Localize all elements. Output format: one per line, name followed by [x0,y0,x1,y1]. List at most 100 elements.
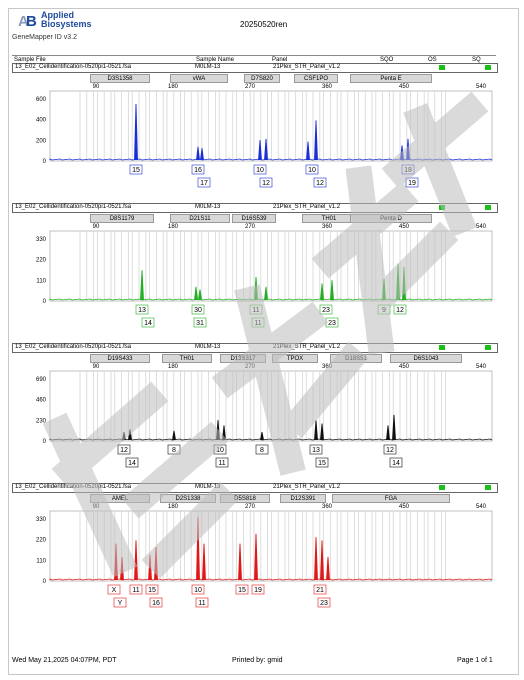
locus-marker[interactable]: D18S51 [330,354,382,363]
allele-label-box [129,584,143,595]
x-tick-label: 540 [476,84,487,90]
allele-label-box [145,584,159,595]
quality-ok-indicator [485,205,491,210]
allele-label-box [235,584,249,595]
panel-sample: M0LM-13 [195,344,221,350]
panel-panel: 21Plex_STR_Panel_v1.2 [273,64,341,70]
col-os: OS [428,57,437,63]
electropherogram-plot: 90 180 270 360 450 540 330 220 110 0 X 11 15 10 15 19 21… [36,504,493,608]
allele-peak [194,286,198,301]
panel-header: 13_E02_Cellidentification-0520pi1-0521.f… [12,483,498,493]
allele-label: 31 [196,320,204,327]
allele-label: X [112,587,117,594]
x-tick-label: 90 [93,504,100,510]
x-tick-label: 270 [245,84,256,90]
electropherogram-plot: 90 180 270 360 450 540 600 400 200 0 15 16 10 10 18 17 1… [36,84,493,188]
locus-marker[interactable]: D6S1043 [390,354,462,363]
baseline-trace [49,298,493,301]
allele-label: 11 [252,307,259,314]
x-tick-label: 360 [322,364,333,370]
y-tick-label: 230 [36,418,47,424]
locus-marker[interactable]: D19S433 [90,354,150,363]
locus-marker[interactable]: D21S11 [170,214,230,223]
locus-marker[interactable]: TPOX [272,354,318,363]
x-tick-label: 270 [245,504,256,510]
x-tick-label: 270 [245,364,256,370]
allele-label: 19 [408,180,416,187]
y-tick-label: 0 [43,439,47,445]
electropherogram-panel: 13_E02_Cellidentification-0520pi1-0521.f… [12,343,498,479]
allele-label-box [197,177,211,188]
y-tick-label: 0 [43,579,47,585]
allele-label-box [129,164,143,175]
applied-biosystems-logo: A B Applied Biosystems [18,10,92,31]
allele-label: 16 [152,600,160,607]
y-tick-label: 600 [36,97,47,103]
allele-label: 15 [238,587,246,594]
locus-marker[interactable]: Penta E [350,74,432,83]
allele-label-box [107,584,121,595]
allele-label: 17 [200,180,208,187]
x-tick-label: 450 [399,84,410,90]
col-sq: SQ [472,57,481,63]
brand-line1: Applied [41,10,74,20]
allele-label: 18 [404,167,412,174]
locus-marker[interactable]: D2S1338 [160,494,216,503]
locus-marker[interactable]: D13S317 [220,354,266,363]
footer-page: Page 1 of 1 [457,657,493,664]
allele-label: 12 [120,447,128,454]
locus-marker[interactable]: CSF1PO [294,74,338,83]
allele-label-box [191,164,205,175]
locus-marker[interactable]: vWA [170,74,228,83]
locus-marker[interactable]: D8S1179 [90,214,154,223]
allele-label: 30 [194,307,202,314]
allele-label: 15 [318,460,326,467]
allele-label: 12 [396,307,404,314]
panel-sample: M0LM-13 [195,64,221,70]
locus-marker[interactable]: TH01 [302,214,356,223]
allele-label: 11 [132,587,139,594]
allele-label: Y [118,600,123,607]
allele-peak [196,146,200,161]
allele-label: 16 [194,167,202,174]
footer-date: Wed May 21,2025 04:07PM, PDT [12,657,117,664]
panel-panel: 21Plex_STR_Panel_v1.2 [273,484,341,490]
allele-label-box [191,304,205,315]
allele-label-box [195,597,209,608]
allele-label: 14 [128,460,136,467]
allele-label: 9 [382,307,386,314]
y-tick-label: 690 [36,377,47,383]
allele-label-box [259,177,273,188]
locus-marker[interactable]: TH01 [162,354,212,363]
allele-label: 23 [328,320,336,327]
quality-ok-indicator [485,65,491,70]
baseline-trace [49,158,493,161]
locus-marker[interactable]: D7S820 [244,74,280,83]
locus-marker[interactable]: D16S539 [232,214,276,223]
panel-panel: 21Plex_STR_Panel_v1.2 [273,344,341,350]
locus-marker[interactable]: D3S1358 [90,74,150,83]
locus-marker[interactable]: D12S391 [280,494,326,503]
allele-label: 10 [256,167,264,174]
x-tick-label: 90 [93,364,100,370]
panel-file: 13_E02_Cellidentification-0520pi1-0521.f… [15,344,132,350]
electropherogram-panel: 13_E02_Cellidentification-0520pi1-0521.f… [12,203,498,339]
allele-peak [140,270,144,301]
x-tick-label: 180 [168,364,179,370]
locus-marker[interactable]: D5S818 [220,494,270,503]
panel-file: 13_E02_Cellidentification-0520pi1-0521.f… [15,484,132,490]
allele-label: 11 [198,600,205,607]
x-tick-label: 270 [245,224,256,230]
allele-label: 11 [254,320,261,327]
x-tick-label: 180 [168,84,179,90]
allele-label-box [313,584,327,595]
allele-label: 13 [138,307,146,314]
locus-marker[interactable]: Penta D [350,214,432,223]
y-tick-label: 400 [36,118,47,124]
panel-header: 13_E02_Cellidentification-0520pi1-0521.f… [12,343,498,353]
electropherogram-panel: 13_E02_Cellidentification-0520pi1-0521.f… [12,483,498,619]
x-tick-label: 540 [476,504,487,510]
locus-marker[interactable]: FGA [332,494,450,503]
allele-label-box [191,584,205,595]
locus-marker[interactable]: AMEL [90,494,150,503]
